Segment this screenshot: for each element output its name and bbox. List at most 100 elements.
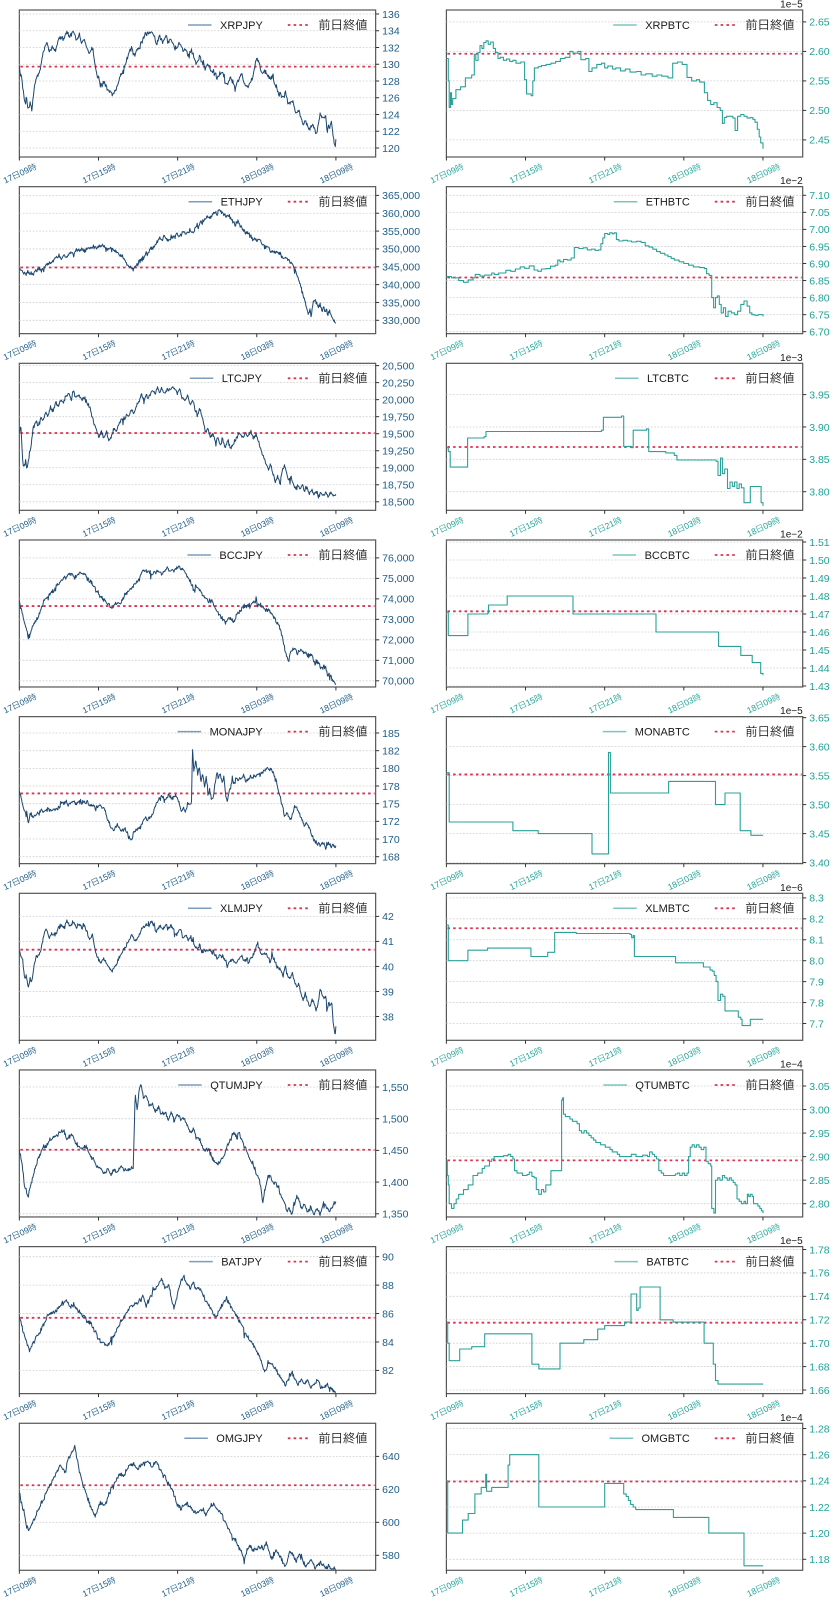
svg-text:17: 17 [2, 879, 15, 892]
svg-text:18: 18 [239, 1232, 252, 1245]
svg-text:ETHJPY: ETHJPY [221, 197, 264, 209]
svg-text:1.49: 1.49 [809, 573, 830, 585]
svg-text:1.20: 1.20 [809, 1528, 830, 1540]
svg-text:21: 21 [603, 341, 616, 354]
svg-text:21: 21 [603, 695, 616, 708]
svg-text:15: 15 [524, 695, 537, 708]
svg-text:1.26: 1.26 [809, 1449, 830, 1461]
svg-text:09: 09 [334, 1401, 347, 1414]
svg-text:09: 09 [761, 1225, 774, 1238]
svg-text:3.40: 3.40 [809, 857, 830, 869]
svg-text:18: 18 [239, 1409, 252, 1422]
svg-text:03: 03 [682, 1578, 695, 1591]
svg-text:6.80: 6.80 [809, 292, 830, 304]
svg-text:3.85: 3.85 [809, 454, 830, 466]
svg-text:18: 18 [666, 1586, 679, 1599]
svg-text:17: 17 [508, 1586, 521, 1599]
svg-text:17: 17 [160, 349, 173, 362]
svg-text:72,000: 72,000 [382, 635, 414, 647]
svg-text:15: 15 [97, 695, 110, 708]
svg-text:09: 09 [334, 518, 347, 531]
svg-text:88: 88 [382, 1280, 394, 1292]
svg-text:QTUMBTC: QTUMBTC [635, 1080, 689, 1092]
svg-text:345,000: 345,000 [382, 262, 420, 274]
svg-text:2.50: 2.50 [809, 105, 830, 117]
svg-text:75,000: 75,000 [382, 573, 414, 585]
svg-text:86: 86 [382, 1308, 394, 1320]
svg-text:17: 17 [2, 172, 15, 185]
svg-text:15: 15 [97, 1225, 110, 1238]
svg-text:17: 17 [81, 702, 94, 715]
svg-text:15: 15 [524, 871, 537, 884]
svg-text:09: 09 [445, 1048, 458, 1061]
svg-text:17: 17 [508, 879, 521, 892]
svg-text:18: 18 [666, 702, 679, 715]
svg-text:1e−3: 1e−3 [780, 353, 803, 364]
svg-text:2.80: 2.80 [809, 1199, 830, 1211]
svg-text:18: 18 [318, 349, 331, 362]
svg-text:17: 17 [429, 879, 442, 892]
svg-text:17: 17 [508, 526, 521, 539]
svg-text:84: 84 [382, 1337, 394, 1349]
svg-text:BCCBTC: BCCBTC [645, 550, 690, 562]
svg-text:17: 17 [587, 1056, 600, 1069]
svg-text:18: 18 [318, 1409, 331, 1422]
svg-text:6.90: 6.90 [809, 258, 830, 270]
svg-text:17: 17 [508, 1232, 521, 1245]
svg-text:2.45: 2.45 [809, 135, 830, 147]
svg-text:09: 09 [18, 165, 31, 178]
svg-text:BATBTC: BATBTC [646, 1257, 689, 1269]
svg-text:17: 17 [429, 1409, 442, 1422]
svg-text:XLMJPY: XLMJPY [220, 903, 263, 915]
svg-text:17: 17 [587, 879, 600, 892]
svg-text:09: 09 [445, 1578, 458, 1591]
svg-text:3.50: 3.50 [809, 799, 830, 811]
svg-text:03: 03 [682, 1048, 695, 1061]
svg-text:18: 18 [239, 1586, 252, 1599]
svg-text:21: 21 [603, 1401, 616, 1414]
svg-text:09: 09 [445, 518, 458, 531]
svg-text:17: 17 [587, 702, 600, 715]
svg-text:3.55: 3.55 [809, 770, 830, 782]
svg-text:41: 41 [382, 936, 394, 948]
svg-text:17: 17 [81, 879, 94, 892]
svg-text:XRPJPY: XRPJPY [220, 20, 263, 32]
svg-text:17: 17 [587, 526, 600, 539]
svg-text:1e−2: 1e−2 [780, 529, 803, 540]
svg-text:09: 09 [18, 341, 31, 354]
svg-text:2.55: 2.55 [809, 76, 830, 88]
svg-text:18: 18 [239, 349, 252, 362]
svg-text:18: 18 [666, 349, 679, 362]
svg-text:1e−2: 1e−2 [780, 176, 803, 187]
svg-text:1.28: 1.28 [809, 1423, 830, 1435]
svg-text:3.90: 3.90 [809, 422, 830, 434]
svg-text:XRPBTC: XRPBTC [645, 20, 690, 32]
svg-text:130: 130 [382, 59, 400, 71]
svg-text:8.2: 8.2 [809, 914, 824, 926]
svg-text:XLMBTC: XLMBTC [645, 903, 690, 915]
svg-text:09: 09 [18, 518, 31, 531]
svg-text:17: 17 [429, 1586, 442, 1599]
svg-text:124: 124 [382, 109, 400, 121]
svg-text:17: 17 [587, 172, 600, 185]
svg-text:1.78: 1.78 [809, 1244, 830, 1256]
svg-text:17: 17 [587, 349, 600, 362]
svg-text:76,000: 76,000 [382, 553, 414, 565]
svg-text:136: 136 [382, 9, 400, 21]
svg-text:1e−5: 1e−5 [780, 0, 803, 11]
svg-text:15: 15 [524, 518, 537, 531]
svg-text:09: 09 [18, 1578, 31, 1591]
svg-text:LTCJPY: LTCJPY [222, 373, 263, 385]
svg-text:134: 134 [382, 26, 400, 38]
svg-text:7.00: 7.00 [809, 224, 830, 236]
svg-text:21: 21 [176, 871, 189, 884]
svg-text:09: 09 [18, 695, 31, 708]
svg-text:17: 17 [81, 526, 94, 539]
svg-text:18,750: 18,750 [382, 480, 414, 492]
svg-text:21: 21 [176, 518, 189, 531]
svg-text:38: 38 [382, 1011, 394, 1023]
svg-text:17: 17 [508, 1409, 521, 1422]
svg-text:09: 09 [18, 871, 31, 884]
svg-text:600: 600 [382, 1517, 400, 1529]
svg-text:1.74: 1.74 [809, 1291, 830, 1303]
